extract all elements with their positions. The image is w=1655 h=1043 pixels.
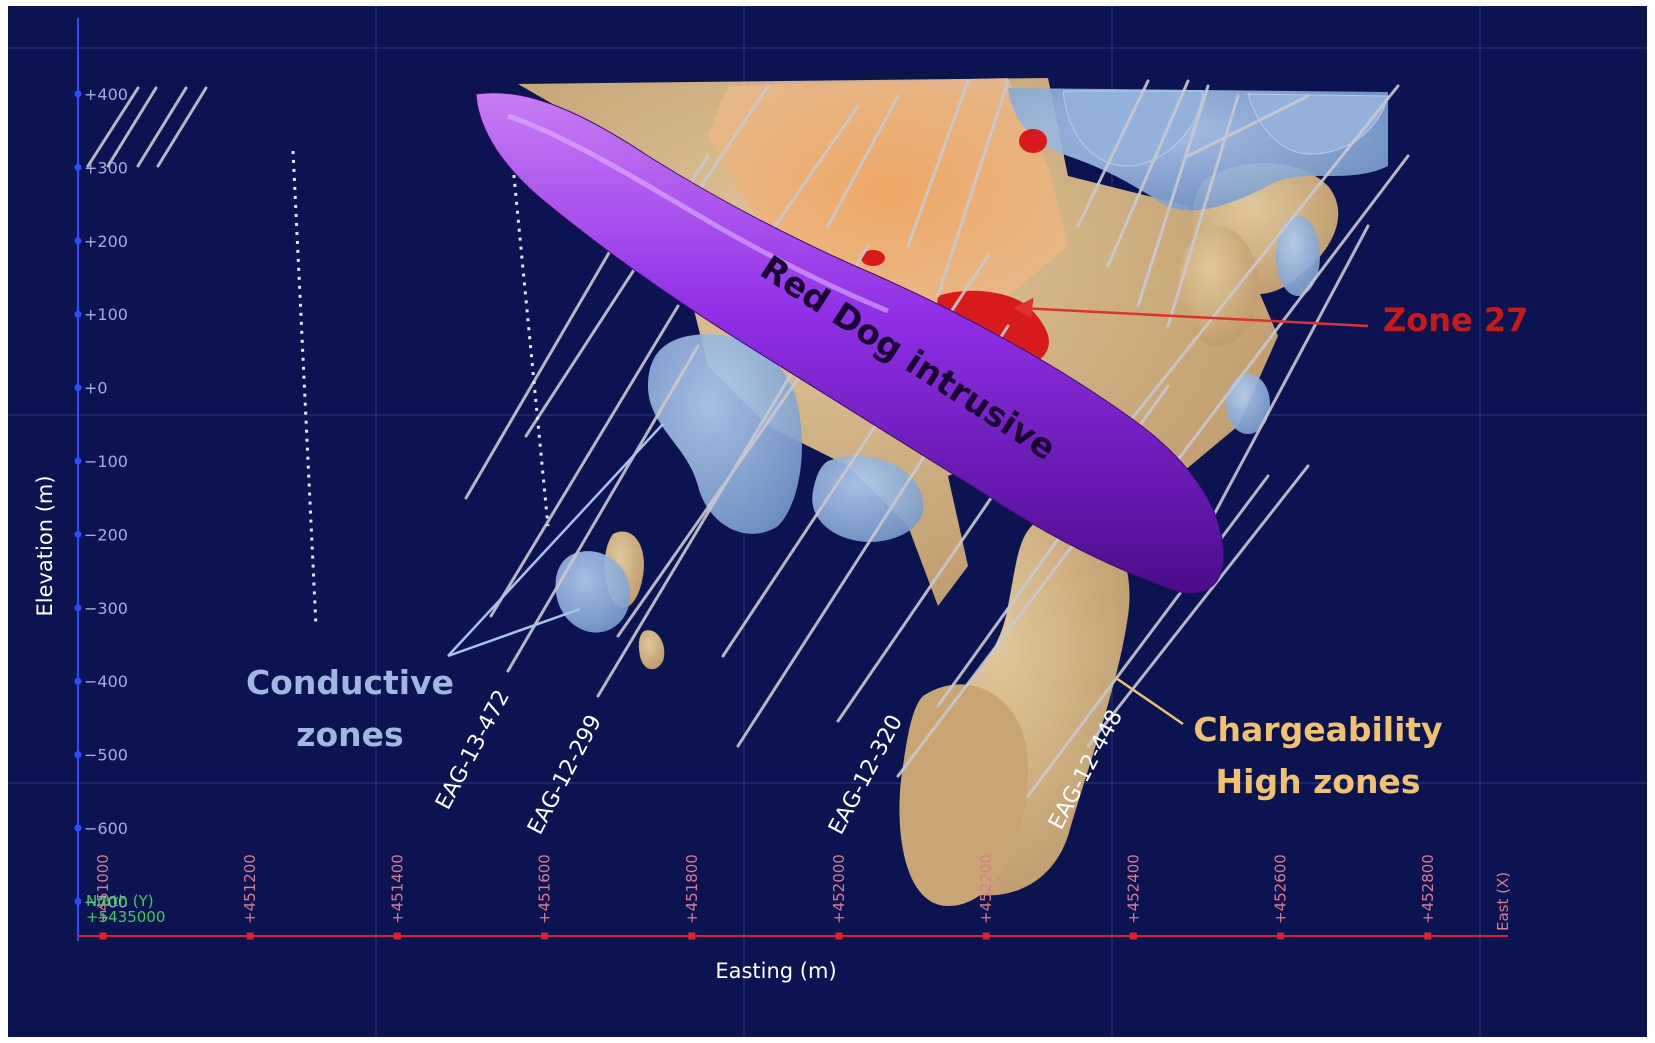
y-tick-mark (74, 310, 82, 318)
conductive-pointers (447, 423, 664, 658)
x-tick-mark (1129, 932, 1137, 940)
x-tick-label: +451200 (241, 854, 259, 924)
x-tick-mark (1277, 932, 1285, 940)
y-tick-label: −600 (84, 819, 128, 838)
y-tick-mark (74, 751, 82, 759)
y-tick-label: −500 (84, 746, 128, 765)
x-tick-label: +451400 (388, 854, 406, 924)
conductive-bodies (555, 88, 1389, 633)
x-tick-label: +451800 (683, 854, 701, 924)
x-axis-ticks: +451000 +451200 +451400 +451600 +451800 +4520… (94, 854, 1437, 940)
x-tick-label: +452200 (977, 854, 995, 924)
x-tick-mark (688, 932, 696, 940)
y-tick-label: −300 (84, 599, 128, 618)
x-tick-mark (393, 932, 401, 940)
zone27-pointer (1013, 297, 1369, 328)
y-tick-label: +200 (84, 232, 128, 251)
east-axis-label: East (X) (1494, 872, 1512, 931)
x-tick-mark (1424, 932, 1432, 940)
x-axis-title: Easting (m) (715, 959, 836, 983)
y-tick-mark (74, 237, 82, 245)
y-tick-label: −100 (84, 452, 128, 471)
x-tick-label: +451600 (536, 854, 554, 924)
chargeability-label-1: Chargeability (1193, 710, 1442, 749)
y-tick-mark (74, 897, 82, 905)
y-tick-label: +400 (84, 85, 128, 104)
y-tick-mark (74, 530, 82, 538)
vertical-drillholes (291, 150, 550, 627)
y-tick-mark (74, 163, 82, 171)
3d-section-view[interactable]: +400 +300 +200 +100 +0 −100 −200 −300 −400 −500 −6… (8, 6, 1647, 1037)
drillhole-label-eag-13-472: EAG-13-472 (431, 686, 515, 814)
y-axis-ticks: +400 +300 +200 +100 +0 −100 −200 −300 −400 −500 −6… (74, 85, 128, 911)
y-tick-mark (74, 677, 82, 685)
y-tick-mark (74, 384, 82, 392)
section-canvas: +400 +300 +200 +100 +0 −100 −200 −300 −400 −500 −6… (8, 6, 1647, 1037)
north-label: North (Y) (86, 892, 154, 910)
x-tick-mark (835, 932, 843, 940)
y-tick-label: −700 (84, 892, 128, 911)
y-tick-mark (74, 457, 82, 465)
x-tick-label: +452400 (1124, 854, 1142, 924)
drillhole-label-eag-12-299: EAG-12-299 (523, 711, 607, 839)
y-tick-mark (74, 824, 82, 832)
y-tick-mark (74, 604, 82, 612)
y-tick-label: −200 (84, 525, 128, 544)
north-value: +5435000 (86, 908, 165, 926)
x-tick-mark (982, 932, 990, 940)
x-tick-label: +452000 (830, 854, 848, 924)
y-tick-label: +300 (84, 158, 128, 177)
conductive-label-2: zones (296, 715, 403, 754)
y-tick-label: +0 (84, 379, 108, 398)
chargeability-pointer (1115, 676, 1184, 726)
y-tick-label: +100 (84, 305, 128, 324)
y-axis-title: Elevation (m) (33, 475, 57, 616)
x-tick-label: +452600 (1272, 854, 1290, 924)
y-tick-label: −400 (84, 672, 128, 691)
chargeability-label-2: High zones (1216, 762, 1421, 801)
x-tick-mark (541, 932, 549, 940)
y-tick-mark (74, 90, 82, 98)
x-tick-mark (246, 932, 254, 940)
red-dog-intrusive-body (475, 92, 1225, 594)
drillhole-label-eag-12-320: EAG-12-320 (824, 711, 908, 839)
x-tick-label: +452800 (1419, 854, 1437, 924)
x-tick-label: +451000 (94, 854, 112, 924)
x-tick-mark (99, 932, 107, 940)
conductive-label-1: Conductive (246, 663, 454, 702)
zone27-label: Zone 27 (1383, 301, 1528, 339)
